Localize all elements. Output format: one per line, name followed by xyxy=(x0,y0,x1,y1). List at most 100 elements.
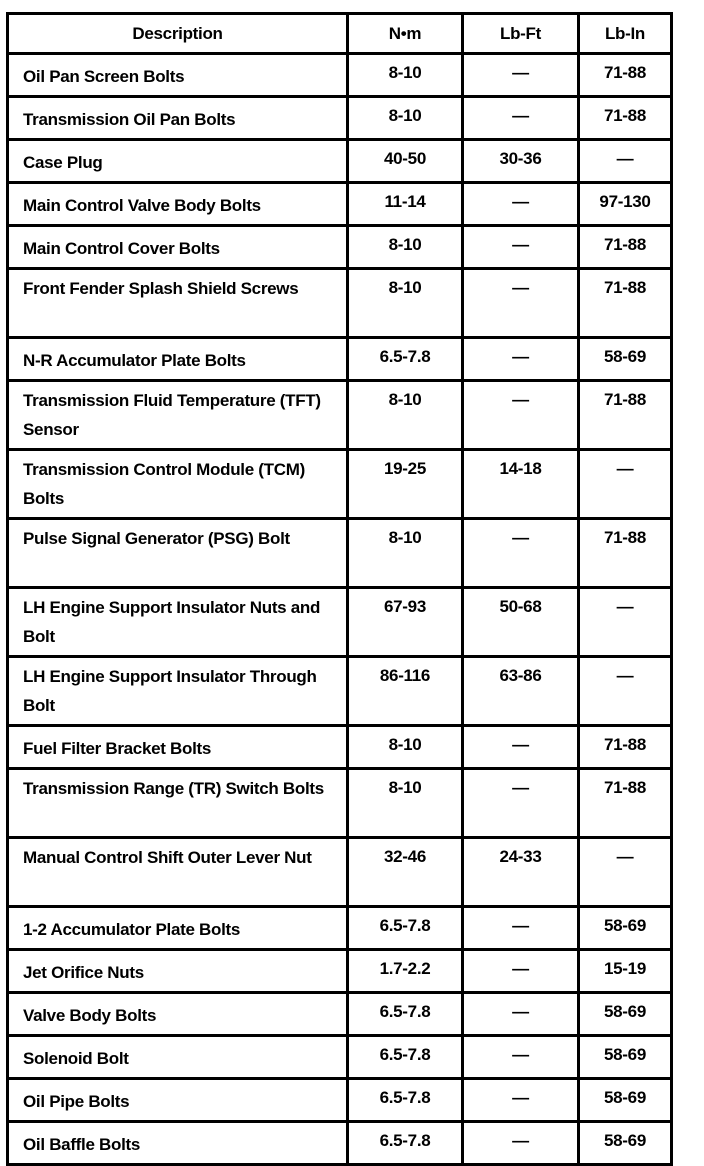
cell-lbin: 97-130 xyxy=(577,181,673,227)
cell-description: Main Control Cover Bolts xyxy=(6,224,349,270)
cell-nm: 8-10 xyxy=(346,517,464,589)
cell-lbin: 71-88 xyxy=(577,517,673,589)
cell-nm: 8-10 xyxy=(346,224,464,270)
cell-description: Main Control Valve Body Bolts xyxy=(6,181,349,227)
cell-nm: 6.5-7.8 xyxy=(346,336,464,382)
cell-lbft: — xyxy=(461,181,580,227)
cell-lbft: — xyxy=(461,724,580,770)
cell-lbft: — xyxy=(461,336,580,382)
cell-description: N-R Accumulator Plate Bolts xyxy=(6,336,349,382)
cell-lbin: 71-88 xyxy=(577,52,673,98)
cell-lbft: 30-36 xyxy=(461,138,580,184)
cell-nm: 8-10 xyxy=(346,379,464,451)
table-row: Fuel Filter Bracket Bolts 8-10—71-88 xyxy=(6,724,673,770)
cell-lbin: — xyxy=(577,448,673,520)
table-row: Manual Control Shift Outer Lever Nut 32-4… xyxy=(6,836,673,908)
table-row: N-R Accumulator Plate Bolts 6.5-7.8—58-69 xyxy=(6,336,673,382)
cell-nm: 8-10 xyxy=(346,267,464,339)
torque-specifications-table: Description N•m Lb-Ft Lb-In Oil Pan Scre… xyxy=(6,12,673,1166)
cell-lbft: — xyxy=(461,905,580,951)
cell-lbin: 71-88 xyxy=(577,379,673,451)
cell-lbin: — xyxy=(577,655,673,727)
cell-nm: 19-25 xyxy=(346,448,464,520)
cell-lbin: 71-88 xyxy=(577,767,673,839)
cell-description: Transmission Fluid Temperature (TFT) Sen… xyxy=(6,379,349,451)
table-row: Jet Orifice Nuts 1.7-2.2—15-19 xyxy=(6,948,673,994)
cell-nm: 6.5-7.8 xyxy=(346,1077,464,1123)
cell-nm: 1.7-2.2 xyxy=(346,948,464,994)
cell-description: Pulse Signal Generator (PSG) Bolt xyxy=(6,517,349,589)
table-row: Case Plug 40-50 30-36— xyxy=(6,138,673,184)
cell-description: Case Plug xyxy=(6,138,349,184)
cell-description: Valve Body Bolts xyxy=(6,991,349,1037)
header-lbin: Lb-In xyxy=(577,12,673,55)
table-row: Oil Baffle Bolts 6.5-7.8—58-69 xyxy=(6,1120,673,1166)
cell-nm: 6.5-7.8 xyxy=(346,905,464,951)
table-row: LH Engine Support Insulator Nuts and Bol… xyxy=(6,586,673,658)
cell-lbin: 58-69 xyxy=(577,1120,673,1166)
cell-nm: 32-46 xyxy=(346,836,464,908)
table-body: Oil Pan Screen Bolts 8-10—71-88 Transmissi… xyxy=(6,52,673,1166)
cell-lbft: 14-18 xyxy=(461,448,580,520)
header-description: Description xyxy=(6,12,349,55)
cell-lbin: 71-88 xyxy=(577,224,673,270)
table-row: Transmission Control Module (TCM) Bolts 1… xyxy=(6,448,673,520)
table-row: Valve Body Bolts 6.5-7.8—58-69 xyxy=(6,991,673,1037)
cell-lbin: — xyxy=(577,586,673,658)
cell-nm: 6.5-7.8 xyxy=(346,1120,464,1166)
cell-lbft: — xyxy=(461,1077,580,1123)
cell-lbft: — xyxy=(461,224,580,270)
cell-lbft: — xyxy=(461,767,580,839)
cell-lbin: 58-69 xyxy=(577,991,673,1037)
cell-nm: 6.5-7.8 xyxy=(346,991,464,1037)
cell-description: Transmission Range (TR) Switch Bolts xyxy=(6,767,349,839)
cell-lbin: 15-19 xyxy=(577,948,673,994)
cell-lbft: — xyxy=(461,95,580,141)
table-row: Transmission Fluid Temperature (TFT) Sen… xyxy=(6,379,673,451)
cell-nm: 86-116 xyxy=(346,655,464,727)
cell-lbft: — xyxy=(461,948,580,994)
table-row: LH Engine Support Insulator Through Bolt… xyxy=(6,655,673,727)
cell-lbin: — xyxy=(577,138,673,184)
cell-description: LH Engine Support Insulator Nuts and Bol… xyxy=(6,586,349,658)
table-row: Pulse Signal Generator (PSG) Bolt 8-10—71… xyxy=(6,517,673,589)
table-row: Transmission Range (TR) Switch Bolts 8-10… xyxy=(6,767,673,839)
cell-lbin: 58-69 xyxy=(577,336,673,382)
cell-description: Oil Pan Screen Bolts xyxy=(6,52,349,98)
cell-description: Front Fender Splash Shield Screws xyxy=(6,267,349,339)
cell-description: Transmission Oil Pan Bolts xyxy=(6,95,349,141)
header-lbft: Lb-Ft xyxy=(461,12,580,55)
table-row: Main Control Valve Body Bolts 11-14—97-13… xyxy=(6,181,673,227)
cell-description: Transmission Control Module (TCM) Bolts xyxy=(6,448,349,520)
table-row: Oil Pipe Bolts 6.5-7.8—58-69 xyxy=(6,1077,673,1123)
cell-description: Jet Orifice Nuts xyxy=(6,948,349,994)
cell-nm: 8-10 xyxy=(346,767,464,839)
table-row: Transmission Oil Pan Bolts 8-10—71-88 xyxy=(6,95,673,141)
table-header-row: Description N•m Lb-Ft Lb-In xyxy=(6,12,673,55)
cell-lbft: — xyxy=(461,517,580,589)
cell-description: 1-2 Accumulator Plate Bolts xyxy=(6,905,349,951)
cell-nm: 8-10 xyxy=(346,95,464,141)
table-row: Oil Pan Screen Bolts 8-10—71-88 xyxy=(6,52,673,98)
cell-lbft: — xyxy=(461,267,580,339)
cell-description: Fuel Filter Bracket Bolts xyxy=(6,724,349,770)
table-row: 1-2 Accumulator Plate Bolts 6.5-7.8—58-69 xyxy=(6,905,673,951)
cell-nm: 11-14 xyxy=(346,181,464,227)
cell-lbft: 24-33 xyxy=(461,836,580,908)
cell-description: Manual Control Shift Outer Lever Nut xyxy=(6,836,349,908)
cell-lbin: 58-69 xyxy=(577,1077,673,1123)
cell-nm: 8-10 xyxy=(346,724,464,770)
cell-nm: 67-93 xyxy=(346,586,464,658)
cell-lbft: — xyxy=(461,1120,580,1166)
table-row: Main Control Cover Bolts 8-10—71-88 xyxy=(6,224,673,270)
cell-lbin: 58-69 xyxy=(577,905,673,951)
cell-lbft: — xyxy=(461,379,580,451)
header-nm: N•m xyxy=(346,12,464,55)
cell-lbin: 71-88 xyxy=(577,267,673,339)
cell-lbin: — xyxy=(577,836,673,908)
cell-lbft: 50-68 xyxy=(461,586,580,658)
table-row: Front Fender Splash Shield Screws 8-10—71… xyxy=(6,267,673,339)
cell-lbft: 63-86 xyxy=(461,655,580,727)
cell-lbft: — xyxy=(461,991,580,1037)
cell-description: Oil Baffle Bolts xyxy=(6,1120,349,1166)
